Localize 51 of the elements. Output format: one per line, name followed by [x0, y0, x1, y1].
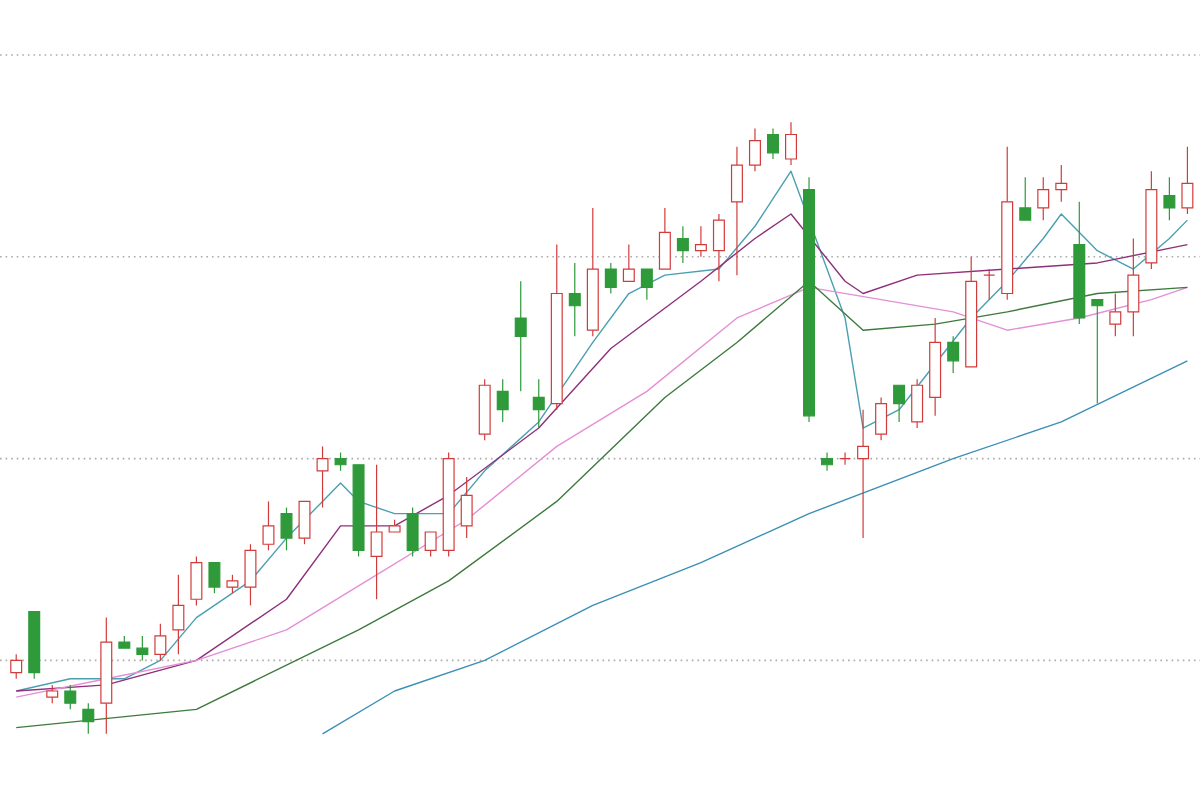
candlestick — [496, 378, 509, 423]
candlestick — [766, 127, 779, 160]
candlestick — [46, 684, 59, 704]
candlestick — [280, 506, 293, 551]
candlestick — [694, 225, 707, 258]
candlestick — [64, 684, 77, 710]
candlestick — [604, 262, 617, 295]
candlestick — [730, 146, 743, 276]
candlestick — [334, 451, 347, 472]
candlestick — [1109, 292, 1122, 337]
candlestick — [262, 500, 275, 551]
candlestick — [1163, 176, 1176, 221]
candlestick — [1055, 164, 1068, 203]
candlestick — [154, 623, 167, 662]
candlestick — [190, 555, 203, 606]
candlestick — [1091, 299, 1104, 405]
candlestick — [983, 268, 996, 301]
candlestick — [370, 464, 383, 600]
candlestick — [640, 268, 653, 301]
candlestick — [568, 262, 581, 337]
candlestick — [136, 635, 149, 662]
candlestick — [82, 702, 95, 735]
candlestick — [1127, 237, 1140, 337]
candlestick — [748, 127, 761, 172]
candlestick — [658, 207, 671, 270]
candlestick — [460, 476, 473, 539]
candlestick — [1181, 146, 1194, 215]
candlestick — [244, 543, 257, 606]
candlestick — [406, 506, 419, 558]
candlestick — [839, 451, 852, 466]
candlestick — [947, 335, 960, 374]
candlestick — [172, 574, 185, 655]
candlestick — [857, 409, 870, 539]
candlestick — [676, 225, 689, 264]
candlestick — [10, 653, 23, 680]
candlestick — [532, 378, 545, 429]
candlestick — [893, 384, 906, 423]
candlestick — [226, 574, 239, 594]
candlestick — [316, 445, 329, 509]
candlestick — [208, 561, 221, 594]
candlestick — [1037, 176, 1050, 221]
candlestick — [911, 378, 924, 429]
candlestick — [514, 280, 527, 392]
candlestick — [785, 121, 798, 166]
candlestick — [875, 396, 888, 441]
candlestick — [712, 213, 725, 282]
candlestick — [424, 531, 437, 558]
candlestick — [298, 500, 311, 545]
candlestick — [821, 451, 834, 472]
candlestick — [622, 243, 635, 282]
candlestick — [1019, 176, 1032, 221]
